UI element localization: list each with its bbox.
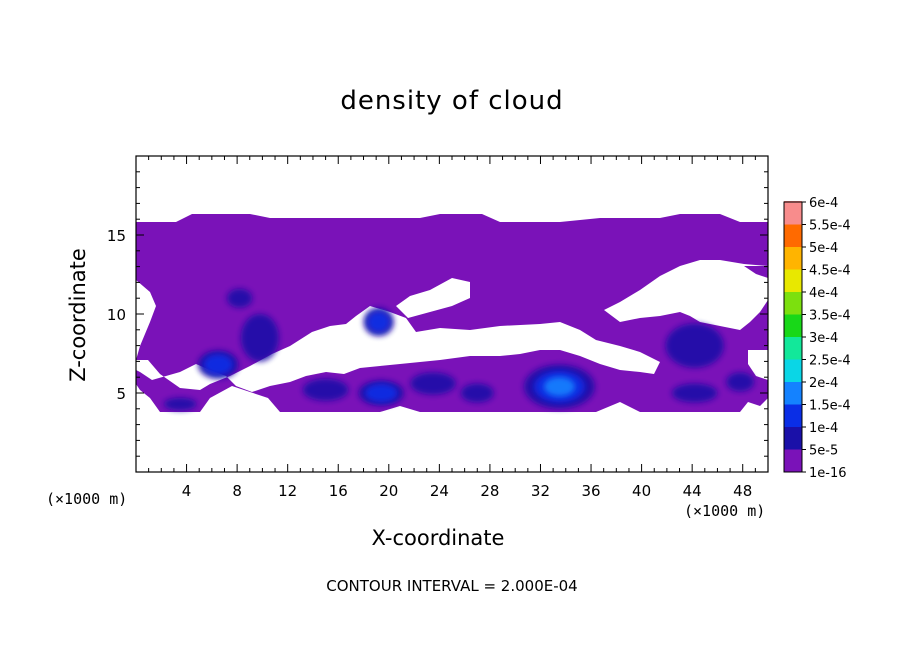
- density-cell-6-level-1: [302, 378, 349, 401]
- colorbar-label: 1.5e-4: [809, 399, 851, 414]
- contour-interval-note: CONTOUR INTERVAL = 2.000E-04: [326, 577, 578, 595]
- density-cell-4-level-2: [367, 311, 390, 333]
- cloud-field: [136, 214, 768, 412]
- chart-title: density of cloud: [340, 86, 564, 116]
- x-tick-label: 8: [232, 482, 242, 500]
- colorbar-swatch-8: [784, 269, 802, 292]
- density-cell-10-level-1: [671, 383, 718, 403]
- x-tick-label: 40: [632, 482, 651, 500]
- x-tick-label: 32: [531, 482, 550, 500]
- colorbar: 1e-16 5e-5 1e-4 1.5e-4 2e-4 2.5e-4 3e-4 3.5e-4 4…: [783, 196, 851, 481]
- density-cell-8-level-1: [460, 383, 494, 403]
- density-cell-2-level-1: [240, 314, 279, 362]
- x-tick-label: 16: [329, 482, 348, 500]
- density-cell-11-level-1: [665, 323, 724, 368]
- colorbar-swatch-9: [784, 247, 802, 270]
- x-tick-label: 4: [182, 482, 192, 500]
- x-tick-label: 20: [379, 482, 398, 500]
- x-unit-label-left: (×1000 m): [46, 490, 128, 508]
- density-cell-1-level-2: [203, 354, 233, 375]
- density-cell-0-level-1: [163, 397, 197, 411]
- y-tick-label: 10: [107, 306, 126, 324]
- x-unit-label-right: (×1000 m): [684, 502, 766, 520]
- colorbar-swatch-11: [784, 202, 802, 225]
- density-cell-5-level-2: [364, 383, 398, 403]
- density-cell-9-level-3: [543, 376, 576, 397]
- colorbar-label: 1e-16: [809, 466, 847, 481]
- colorbar-label: 5e-5: [809, 444, 838, 459]
- colorbar-swatch-7: [784, 292, 802, 315]
- colorbar-label: 1e-4: [809, 421, 838, 436]
- colorbar-label: 5.5e-4: [809, 219, 851, 234]
- colorbar-label: 6e-4: [809, 196, 838, 211]
- cloud-region: [136, 214, 768, 412]
- colorbar-label: 3.5e-4: [809, 309, 851, 324]
- colorbar-label: 5e-4: [809, 241, 838, 256]
- density-cell-7-level-1: [410, 372, 456, 395]
- colorbar-swatch-2: [784, 404, 802, 427]
- density-cell-3-level-1: [227, 288, 253, 308]
- colorbar-swatch-3: [784, 382, 802, 405]
- x-tick-label: 12: [278, 482, 297, 500]
- colorbar-swatch-10: [784, 224, 802, 247]
- density-cell-12-level-1: [726, 372, 755, 392]
- x-axis-label: X-coordinate: [371, 526, 505, 550]
- y-tick-label: 15: [107, 227, 126, 245]
- colorbar-swatch-1: [784, 427, 802, 450]
- colorbar-label: 2.5e-4: [809, 354, 851, 369]
- x-tick-label: 44: [683, 482, 702, 500]
- x-tick-label: 28: [480, 482, 499, 500]
- colorbar-label: 3e-4: [809, 331, 838, 346]
- colorbar-label: 4.5e-4: [809, 264, 851, 279]
- colorbar-swatch-6: [784, 314, 802, 337]
- x-tick-label: 48: [733, 482, 752, 500]
- x-tick-label: 24: [430, 482, 449, 500]
- colorbar-swatch-4: [784, 359, 802, 382]
- colorbar-label: 4e-4: [809, 286, 838, 301]
- colorbar-label: 2e-4: [809, 376, 838, 391]
- axis-ticks: [136, 156, 768, 472]
- colorbar-swatch-5: [784, 337, 802, 360]
- x-tick-label: 36: [581, 482, 600, 500]
- y-tick-label: 5: [116, 385, 126, 403]
- colorbar-swatch-0: [784, 449, 802, 472]
